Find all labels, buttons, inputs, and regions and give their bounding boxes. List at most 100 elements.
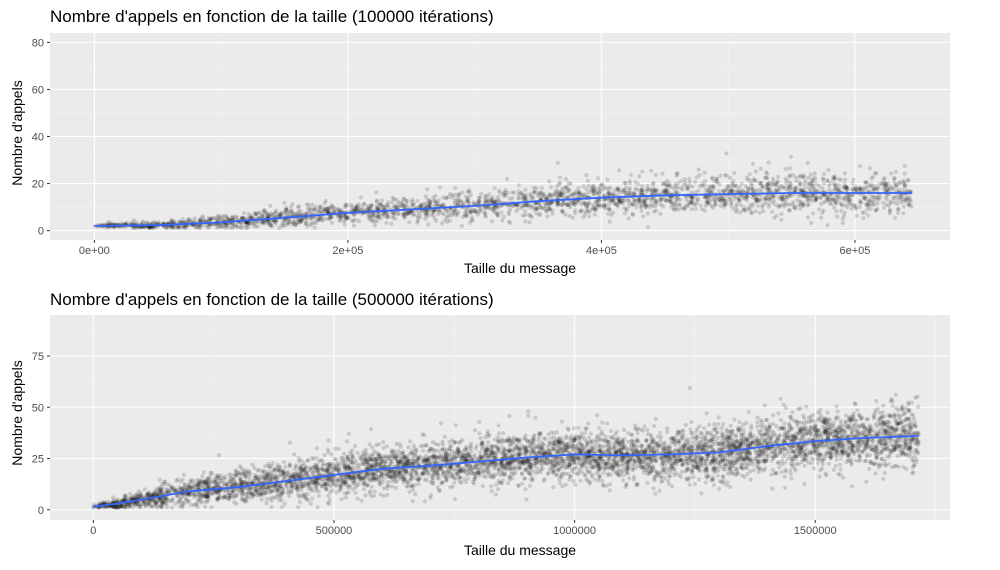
- scatter-point: [784, 167, 788, 171]
- scatter-point: [791, 173, 795, 177]
- scatter-point: [783, 195, 787, 199]
- scatter-point: [658, 431, 662, 435]
- scatter-point: [415, 220, 419, 224]
- scatter-point: [767, 198, 771, 202]
- scatter-point: [527, 205, 531, 209]
- scatter-point: [200, 474, 204, 478]
- scatter-point: [271, 213, 275, 217]
- scatter-point: [496, 487, 500, 491]
- scatter-point: [407, 220, 411, 224]
- scatter-point: [654, 187, 658, 191]
- scatter-point: [692, 203, 696, 207]
- scatter-point: [392, 197, 396, 201]
- scatter-point: [756, 204, 760, 208]
- y-tick-label: 0: [38, 505, 44, 517]
- scatter-point: [377, 202, 381, 206]
- scatter-point: [821, 445, 825, 449]
- scatter-point: [454, 423, 458, 427]
- scatter-point: [765, 418, 769, 422]
- scatter-point: [843, 171, 847, 175]
- scatter-point: [858, 199, 862, 203]
- scatter-point: [787, 188, 791, 192]
- scatter-point: [797, 188, 801, 192]
- scatter-point: [283, 219, 287, 223]
- scatter-point: [581, 215, 585, 219]
- scatter-point: [324, 199, 328, 203]
- scatter-point: [533, 190, 537, 194]
- scatter-point: [459, 199, 463, 203]
- scatter-point: [338, 219, 342, 223]
- scatter-point: [357, 219, 361, 223]
- scatter-point: [783, 486, 787, 490]
- scatter-point: [627, 204, 631, 208]
- scatter-point: [704, 204, 708, 208]
- scatter-point: [708, 187, 712, 191]
- scatter-point: [899, 200, 903, 204]
- scatter-point: [582, 184, 586, 188]
- scatter-point: [868, 166, 872, 170]
- scatter-point: [903, 183, 907, 187]
- scatter-point: [434, 194, 438, 198]
- scatter-point: [390, 484, 394, 488]
- x-axis-title-2: Taille du message: [464, 542, 576, 558]
- scatter-point: [534, 211, 538, 215]
- scatter-point: [452, 481, 456, 485]
- scatter-point: [584, 192, 588, 196]
- scatter-point: [356, 451, 360, 455]
- scatter-point: [384, 221, 388, 225]
- scatter-point: [789, 476, 793, 480]
- scatter-point: [869, 183, 873, 187]
- scatter-point: [242, 211, 246, 215]
- scatter-point: [869, 207, 873, 211]
- scatter-point: [758, 181, 762, 185]
- scatter-point: [783, 475, 787, 479]
- scatter-point: [760, 203, 764, 207]
- scatter-point: [271, 461, 275, 465]
- scatter-point: [482, 210, 486, 214]
- scatter-point: [854, 207, 858, 211]
- scatter-point: [676, 197, 680, 201]
- scatter-point: [523, 487, 527, 491]
- scatter-point: [322, 453, 326, 457]
- scatter-point: [598, 187, 602, 191]
- scatter-point: [861, 187, 865, 191]
- scatter-point: [483, 206, 487, 210]
- scatter-point: [802, 482, 806, 486]
- scatter-point: [557, 182, 561, 186]
- scatter-point: [756, 199, 760, 203]
- scatter-point: [748, 172, 752, 176]
- scatter-point: [444, 196, 448, 200]
- scatter-point: [888, 209, 892, 213]
- scatter-point: [220, 225, 224, 229]
- scatter-point: [563, 213, 567, 217]
- scatter-point: [477, 431, 481, 435]
- scatter-point: [840, 203, 844, 207]
- y-tick-label: 75: [32, 351, 44, 363]
- scatter-point: [765, 183, 769, 187]
- scatter-point: [176, 225, 180, 229]
- scatter-point: [828, 201, 832, 205]
- scatter-point: [467, 190, 471, 194]
- x-tick-label: 6e+05: [839, 245, 870, 257]
- scatter-point: [622, 428, 626, 432]
- scatter-point: [294, 223, 298, 227]
- scatter-point: [234, 224, 238, 228]
- y-tick-label: 0: [38, 226, 44, 238]
- scatter-point: [894, 185, 898, 189]
- scatter-point: [595, 440, 599, 444]
- scatter-point: [505, 177, 509, 181]
- scatter-point: [210, 505, 214, 509]
- scatter-point: [752, 179, 756, 183]
- scatter-point: [306, 209, 310, 213]
- scatter-point: [369, 427, 373, 431]
- scatter-point: [125, 221, 129, 225]
- x-tick-label: 0e+00: [79, 245, 110, 257]
- scatter-point: [779, 218, 783, 222]
- scatter-point: [326, 206, 330, 210]
- scatter-point: [315, 446, 319, 450]
- scatter-point: [413, 483, 417, 487]
- scatter-point: [253, 212, 257, 216]
- scatter-point: [826, 168, 830, 172]
- scatter-point: [842, 185, 846, 189]
